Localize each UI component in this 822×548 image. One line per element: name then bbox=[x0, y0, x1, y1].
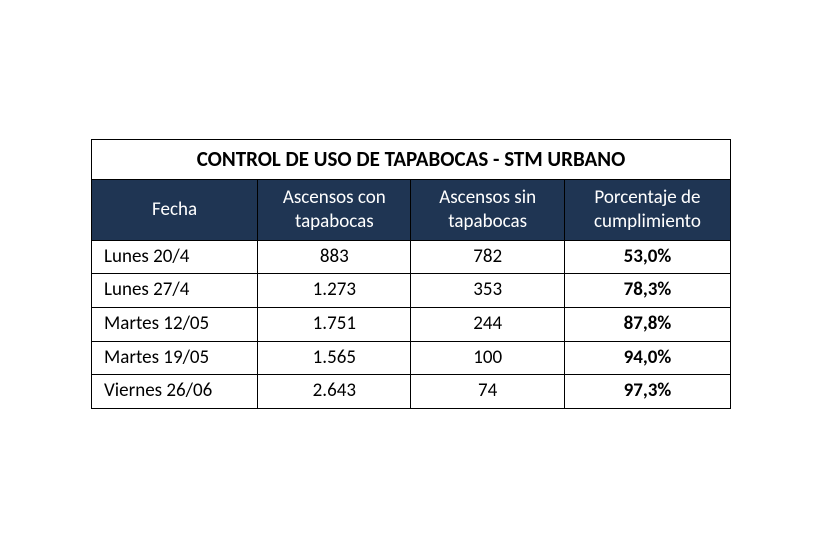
col-header-pct-line2: cumplimiento bbox=[594, 210, 701, 233]
tapabocas-table: CONTROL DE USO DE TAPABOCAS - STM URBANO… bbox=[91, 139, 731, 409]
cell-con: 2.643 bbox=[258, 375, 411, 409]
cell-pct: 78,3% bbox=[564, 274, 730, 308]
cell-fecha: Martes 19/05 bbox=[92, 341, 258, 375]
cell-sin: 353 bbox=[411, 274, 564, 308]
table-title: CONTROL DE USO DE TAPABOCAS - STM URBANO bbox=[92, 139, 731, 179]
cell-pct: 53,0% bbox=[564, 240, 730, 274]
table-row: Lunes 20/4 883 782 53,0% bbox=[92, 240, 731, 274]
table-row: Lunes 27/4 1.273 353 78,3% bbox=[92, 274, 731, 308]
col-header-con: Ascensos con tapabocas bbox=[258, 180, 411, 241]
cell-con: 883 bbox=[258, 240, 411, 274]
cell-con: 1.565 bbox=[258, 341, 411, 375]
cell-pct: 97,3% bbox=[564, 375, 730, 409]
cell-sin: 244 bbox=[411, 308, 564, 342]
cell-pct: 94,0% bbox=[564, 341, 730, 375]
table-body: Lunes 20/4 883 782 53,0% Lunes 27/4 1.27… bbox=[92, 240, 731, 408]
table-container: CONTROL DE USO DE TAPABOCAS - STM URBANO… bbox=[91, 139, 731, 409]
cell-con: 1.751 bbox=[258, 308, 411, 342]
cell-con: 1.273 bbox=[258, 274, 411, 308]
cell-fecha: Martes 12/05 bbox=[92, 308, 258, 342]
cell-pct: 87,8% bbox=[564, 308, 730, 342]
col-header-con-line2: tapabocas bbox=[295, 210, 374, 233]
cell-sin: 74 bbox=[411, 375, 564, 409]
table-row: Martes 12/05 1.751 244 87,8% bbox=[92, 308, 731, 342]
table-row: Viernes 26/06 2.643 74 97,3% bbox=[92, 375, 731, 409]
col-header-fecha: Fecha bbox=[92, 180, 258, 241]
title-row: CONTROL DE USO DE TAPABOCAS - STM URBANO bbox=[92, 139, 731, 179]
col-header-pct: Porcentaje de cumplimiento bbox=[564, 180, 730, 241]
header-row: Fecha Ascensos con tapabocas Ascensos si… bbox=[92, 180, 731, 241]
col-header-sin-line2: tapabocas bbox=[448, 210, 527, 233]
cell-fecha: Viernes 26/06 bbox=[92, 375, 258, 409]
col-header-sin: Ascensos sin tapabocas bbox=[411, 180, 564, 241]
cell-fecha: Lunes 20/4 bbox=[92, 240, 258, 274]
table-row: Martes 19/05 1.565 100 94,0% bbox=[92, 341, 731, 375]
col-header-con-line1: Ascensos con bbox=[283, 186, 386, 209]
col-header-sin-line1: Ascensos sin bbox=[439, 186, 536, 209]
cell-sin: 100 bbox=[411, 341, 564, 375]
col-header-pct-line1: Porcentaje de bbox=[594, 186, 700, 209]
cell-sin: 782 bbox=[411, 240, 564, 274]
cell-fecha: Lunes 27/4 bbox=[92, 274, 258, 308]
